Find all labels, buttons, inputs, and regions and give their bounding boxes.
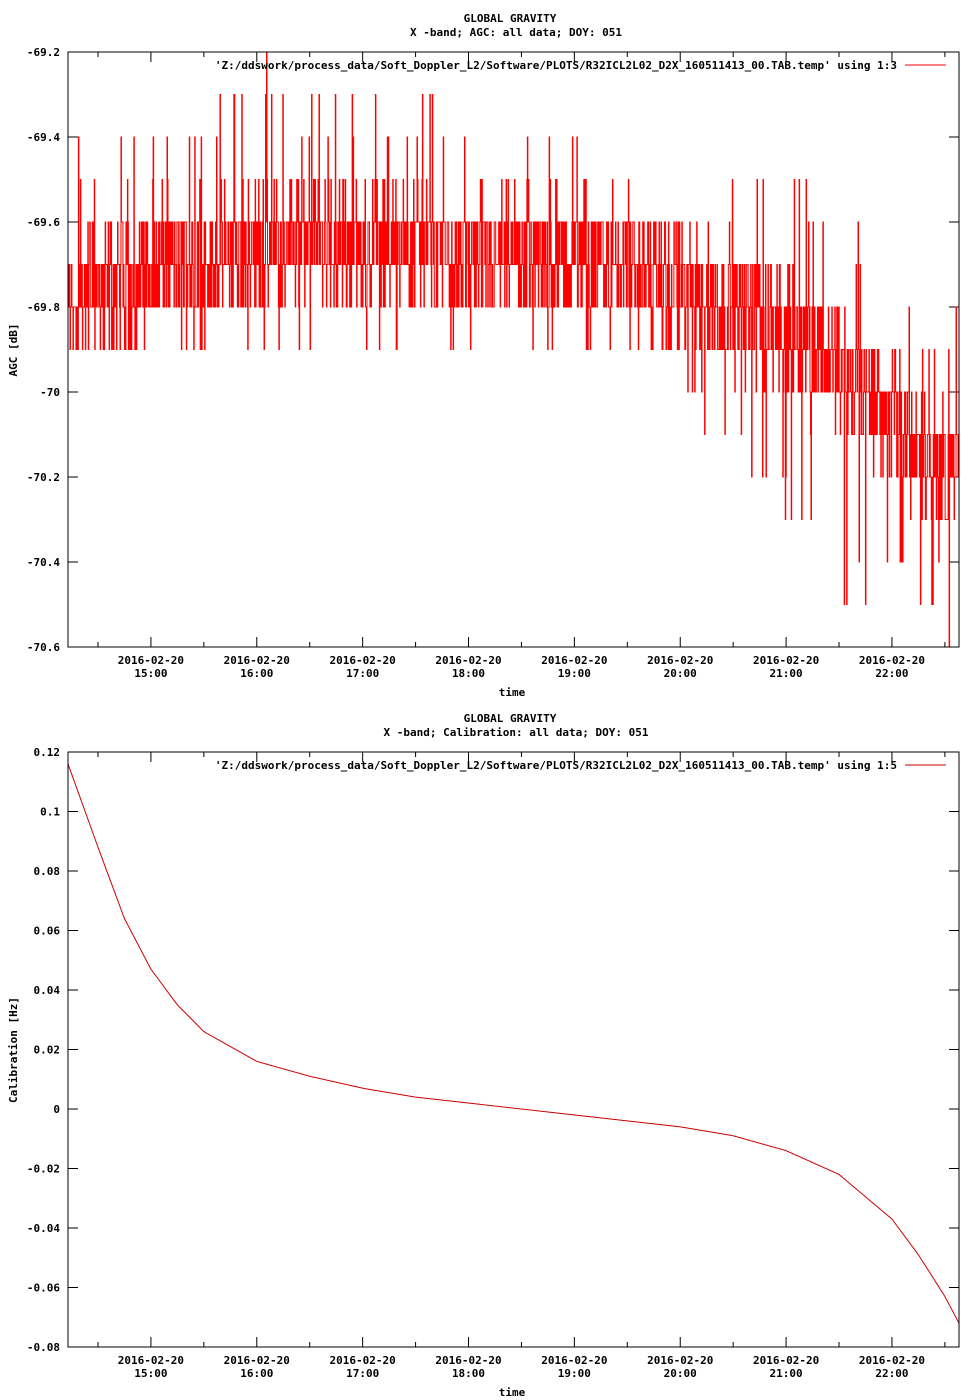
calibration-x-axis-label: time [499, 1386, 526, 1399]
calibration-x-tick-date: 2016-02-20 [753, 1354, 819, 1367]
calibration-x-tick-date: 2016-02-20 [118, 1354, 184, 1367]
calibration-y-tick-label: 0 [53, 1103, 60, 1116]
calibration-y-tick-label: -0.04 [27, 1222, 60, 1235]
agc-x-tick-time: 16:00 [240, 667, 273, 680]
calibration-x-tick-date: 2016-02-20 [330, 1354, 396, 1367]
agc-x-tick-date: 2016-02-20 [224, 654, 290, 667]
agc-x-axis-label: time [499, 686, 526, 699]
agc-legend-label: 'Z:/ddswork/process_data/Soft_Doppler_L2… [215, 59, 897, 72]
calibration-y-tick-label: 0.12 [34, 746, 61, 759]
agc-plot-area [68, 51, 960, 648]
agc-x-tick-date: 2016-02-20 [859, 654, 925, 667]
calibration-x-tick-time: 15:00 [134, 1367, 167, 1380]
agc-x-tick-date: 2016-02-20 [330, 654, 396, 667]
calibration-x-tick-time: 17:00 [346, 1367, 379, 1380]
agc-x-tick-time: 18:00 [452, 667, 485, 680]
calibration-y-tick-label: 0.1 [40, 806, 60, 819]
agc-x-tick-time: 19:00 [558, 667, 591, 680]
calibration-y-axis-label: Calibration [Hz] [7, 997, 20, 1103]
calibration-plot-frame [67, 751, 960, 1348]
agc-y-tick-label: -69.6 [27, 216, 60, 229]
agc-chart: GLOBAL GRAVITY X -band; AGC: all data; D… [7, 12, 960, 699]
calibration-x-tick-time: 22:00 [875, 1367, 908, 1380]
calibration-legend: 'Z:/ddswork/process_data/Soft_Doppler_L2… [215, 759, 946, 772]
agc-x-tick-time: 17:00 [346, 667, 379, 680]
calibration-chart-title: GLOBAL GRAVITY [464, 712, 557, 725]
calibration-y-tick-label: 0.08 [34, 865, 61, 878]
agc-y-tick-label: -69.8 [27, 301, 60, 314]
calibration-x-tick-date: 2016-02-20 [541, 1354, 607, 1367]
agc-x-tick-date: 2016-02-20 [647, 654, 713, 667]
calibration-series-line [67, 763, 960, 1324]
agc-x-tick-time: 20:00 [664, 667, 697, 680]
calibration-legend-label: 'Z:/ddswork/process_data/Soft_Doppler_L2… [215, 759, 897, 772]
calibration-x-tick-time: 21:00 [770, 1367, 803, 1380]
calibration-x-tick-date: 2016-02-20 [859, 1354, 925, 1367]
calibration-y-tick-label: -0.02 [27, 1163, 60, 1176]
calibration-y-tick-label: -0.08 [27, 1341, 60, 1354]
calibration-y-tick-label: -0.06 [27, 1282, 60, 1295]
agc-chart-subtitle: X -band; AGC: all data; DOY: 051 [410, 26, 622, 39]
agc-y-tick-label: -70.4 [27, 556, 60, 569]
agc-x-tick-date: 2016-02-20 [435, 654, 501, 667]
calibration-x-tick-date: 2016-02-20 [435, 1354, 501, 1367]
agc-x-tick-time: 15:00 [134, 667, 167, 680]
calibration-x-tick-date: 2016-02-20 [224, 1354, 290, 1367]
agc-y-axis-label: AGC [dB] [7, 324, 20, 377]
agc-axis-ticks: -69.2 -69.4 -69.6 -69.8 -70 -70.2 -70.4 -70.6 20… [27, 46, 959, 680]
calibration-x-tick-time: 16:00 [240, 1367, 273, 1380]
calibration-chart: GLOBAL GRAVITY X -band; Calibration: all… [7, 712, 960, 1399]
calibration-y-tick-label: 0.02 [34, 1044, 61, 1057]
calibration-x-tick-time: 18:00 [452, 1367, 485, 1380]
calibration-axis-ticks: 0.12 0.1 0.08 0.06 0.04 0.02 0 -0.02 -0.04 -0.06 -… [27, 746, 959, 1380]
agc-series-line [68, 51, 960, 648]
agc-y-tick-label: -70 [40, 386, 60, 399]
agc-y-tick-label: -69.4 [27, 131, 60, 144]
agc-y-tick-label: -69.2 [27, 46, 60, 59]
calibration-x-tick-time: 20:00 [664, 1367, 697, 1380]
agc-y-tick-label: -70.6 [27, 641, 60, 654]
calibration-y-tick-label: 0.06 [34, 925, 61, 938]
calibration-chart-subtitle: X -band; Calibration: all data; DOY: 051 [384, 726, 649, 739]
agc-x-tick-date: 2016-02-20 [541, 654, 607, 667]
agc-x-tick-date: 2016-02-20 [753, 654, 819, 667]
agc-legend: 'Z:/ddswork/process_data/Soft_Doppler_L2… [215, 59, 946, 72]
calibration-y-tick-label: 0.04 [34, 984, 61, 997]
agc-x-tick-date: 2016-02-20 [118, 654, 184, 667]
agc-chart-title: GLOBAL GRAVITY [464, 12, 557, 25]
calibration-x-tick-time: 19:00 [558, 1367, 591, 1380]
agc-x-tick-time: 22:00 [875, 667, 908, 680]
calibration-x-tick-date: 2016-02-20 [647, 1354, 713, 1367]
agc-y-tick-label: -70.2 [27, 471, 60, 484]
agc-plot-frame [67, 51, 960, 648]
agc-x-tick-time: 21:00 [770, 667, 803, 680]
calibration-plot-area [67, 763, 960, 1324]
